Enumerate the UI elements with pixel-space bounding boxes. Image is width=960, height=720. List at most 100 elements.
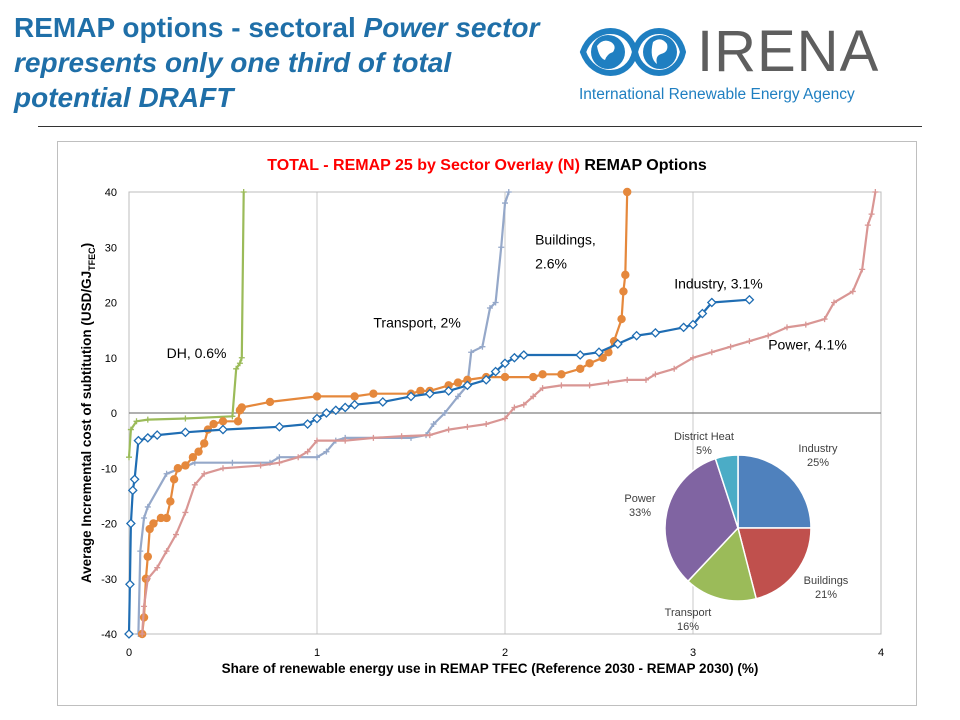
data-point [518,350,529,360]
data-point [312,413,322,424]
data-point [486,305,493,312]
data-point [321,408,332,418]
data-point [502,200,508,207]
pie-slice [664,457,739,583]
data-point [236,360,243,367]
data-point [744,294,755,305]
pie-label-name: Industry [798,443,838,455]
pie-label-name: Power [624,493,656,505]
data-point [612,339,623,349]
data-point [416,386,425,396]
data-point [430,421,437,428]
data-point [209,419,218,429]
x-tick-label: 4 [878,647,884,659]
series-4 [139,189,879,637]
data-point [619,287,628,296]
data-point [479,343,486,350]
data-point [864,222,871,229]
data-point [220,465,226,472]
data-point [163,470,170,477]
data-point [617,314,626,324]
y-tick-label: -10 [101,463,117,475]
series-labels: DH, 0.6% Transport, 2% Buildings, 2.6% Indus… [167,231,847,360]
tick-labels: 40 30 20 10 0 -10 -20 -30 -40 0 1 2 3 4 [101,187,884,659]
data-point [586,382,593,389]
pie-slice [737,527,812,600]
series-line [141,191,877,635]
pie-label-name: Buildings [804,575,849,587]
data-point [462,380,473,391]
data-point [398,433,405,440]
data-point [144,503,151,510]
data-point [539,385,546,392]
data-point [276,454,283,461]
series-0 [126,189,247,461]
data-point [502,415,508,422]
data-point [166,497,175,506]
series-group [124,187,879,639]
data-point [182,509,189,516]
pie-label-value: 21% [815,589,837,601]
data-point [330,405,341,416]
series-label: Power, 4.1% [768,336,847,352]
data-point [129,474,140,485]
series-label: Industry, 3.1% [674,276,762,292]
data-point [621,270,630,280]
pie-slice [686,526,758,602]
pie-label-value: 33% [629,507,651,519]
data-point [238,354,245,361]
pie-label-name: Transport [665,607,712,619]
data-point [598,353,607,362]
data-point [483,421,490,428]
data-point [585,359,594,368]
data-point [276,459,283,466]
data-point [868,211,875,218]
axes [128,191,882,635]
y-axis-label-main: Average Incremental cost of subtitution … [79,271,94,583]
data-point [727,343,734,350]
data-point [137,548,144,555]
data-point [369,389,378,398]
data-point [377,397,388,407]
data-point [144,575,151,582]
data-point [142,432,153,443]
data-point [342,437,349,444]
data-point [218,417,228,426]
data-point [229,413,236,420]
pie-label-name: District Heat [674,431,734,443]
series-3 [124,294,755,639]
data-point [133,418,140,425]
data-point [498,244,505,251]
x-tick-label: 1 [314,647,320,659]
data-point [631,330,642,341]
data-point [139,631,146,637]
data-point [133,435,144,446]
data-point [349,399,360,410]
y-axis-label-close: ) [79,243,94,248]
data-point [849,288,856,295]
data-point [144,416,151,423]
pie-label-value: 25% [807,457,829,469]
y-axis-label-sub: TFEC [87,247,97,271]
data-point [154,564,161,571]
data-point [304,448,311,455]
y-tick-label: 20 [105,298,117,310]
data-point [240,189,247,195]
data-point [538,370,547,379]
series-label: 2.6% [535,255,567,271]
data-point [424,388,435,399]
globe-icon [579,28,687,76]
data-point [188,453,198,462]
data-point [530,393,537,400]
data-point [302,419,313,429]
logo-wordmark: IRENA [697,19,880,84]
x-tick-label: 2 [502,647,508,659]
pie-slice [737,454,812,529]
pie-label-value: 5% [696,445,712,457]
data-point [802,321,809,328]
data-point [229,459,236,466]
data-point [643,376,649,383]
y-tick-label: -20 [101,519,117,531]
title-part2-italic: Power sector represents only one third o… [14,12,540,113]
series-label: Transport, 2% [373,314,460,330]
